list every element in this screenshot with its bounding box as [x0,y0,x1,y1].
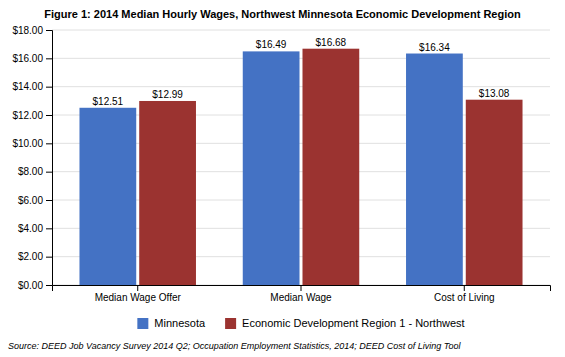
tick: $12.00 [12,110,52,121]
legend-label: Economic Development Region 1 - Northwes… [242,317,465,329]
tick-mark [46,257,52,258]
axis-line [46,31,53,286]
grid-line [52,30,550,31]
bar-series [139,49,522,285]
tick-label: $0.00 [18,280,43,291]
bar [79,108,136,285]
data-label: $16.34 [419,42,450,53]
tick-label: $16.00 [12,53,43,64]
plot: $12.51 $16.49 $16.34 $12.99 $16.68 $13.08 $0.0… [12,25,550,303]
tick-label: $12.00 [12,110,43,121]
tick-label: $18.00 [12,25,43,36]
tick: $4.00 [18,223,52,234]
tick: Median Wage Offer [95,285,182,303]
bars [79,49,522,285]
tick: Cost of Living [434,285,495,303]
bar [243,51,300,285]
tick-mark [46,172,52,173]
tick-mark [137,285,138,291]
legend-swatch [225,318,236,329]
tick: $6.00 [18,195,52,206]
y-axis: $0.00 $2.00 $4.00 $6.00 $8.00 $10.00 $12.00 $14… [12,25,52,291]
data-label: $12.99 [152,89,183,100]
legend-swatch [137,318,148,329]
legend-item: Economic Development Region 1 - Northwes… [225,317,465,329]
tick-mark [464,285,465,291]
tick-mark [46,30,52,31]
tick: $16.00 [12,53,52,64]
axis-line [53,286,551,292]
legend-label: Minnesota [154,317,206,329]
tick: $18.00 [12,25,52,36]
tick-mark [46,200,52,201]
data-label: $16.49 [256,39,287,50]
tick-label: $2.00 [18,251,43,262]
title: Figure 1: 2014 Median Hourly Wages, Nort… [44,8,521,20]
tick-mark [46,58,52,59]
bar [406,54,463,285]
grid [52,30,550,285]
tick-mark [46,228,52,229]
tick-mark [301,285,302,291]
tick-label: $10.00 [12,138,43,149]
bar [466,100,523,285]
bar [139,101,196,285]
tick-mark [46,115,52,116]
data-label: $12.51 [93,96,124,107]
tick: $8.00 [18,166,52,177]
x-axis: Median Wage Offer Median Wage Cost of Livi… [53,285,551,303]
tick: Median Wage [270,285,332,303]
bar [302,49,359,285]
grid-line [52,58,550,59]
tick-mark [46,285,52,286]
tick-label: $8.00 [18,166,43,177]
tick-label: $6.00 [18,195,43,206]
data-labels: $12.51 $16.49 $16.34 $12.99 $16.68 $13.08 [93,37,510,107]
tick: $2.00 [18,251,52,262]
bar-series [79,51,462,285]
tick-label: Median Wage [270,292,332,303]
tick: $0.00 [18,280,52,291]
data-label: $13.08 [479,88,510,99]
tick-mark [46,87,52,88]
tick: $14.00 [12,81,52,92]
grid-line [52,86,550,87]
chart: Figure 1: 2014 Median Hourly Wages, Nort… [0,0,565,357]
annotation: Source: DEED Job Vacancy Survey 2014 Q2;… [8,341,462,351]
tick-label: $14.00 [12,81,43,92]
tick-mark [46,143,52,144]
tick: $10.00 [12,138,52,149]
data-label: $16.68 [316,37,347,48]
legend: Minnesota Economic Development Region 1 -… [137,317,464,329]
tick-label: $4.00 [18,223,43,234]
tick-label: Median Wage Offer [95,292,182,303]
tick-label: Cost of Living [434,292,495,303]
legend-item: Minnesota [137,317,206,329]
chart-container: Figure 1: 2014 Median Hourly Wages, Nort… [0,0,565,357]
